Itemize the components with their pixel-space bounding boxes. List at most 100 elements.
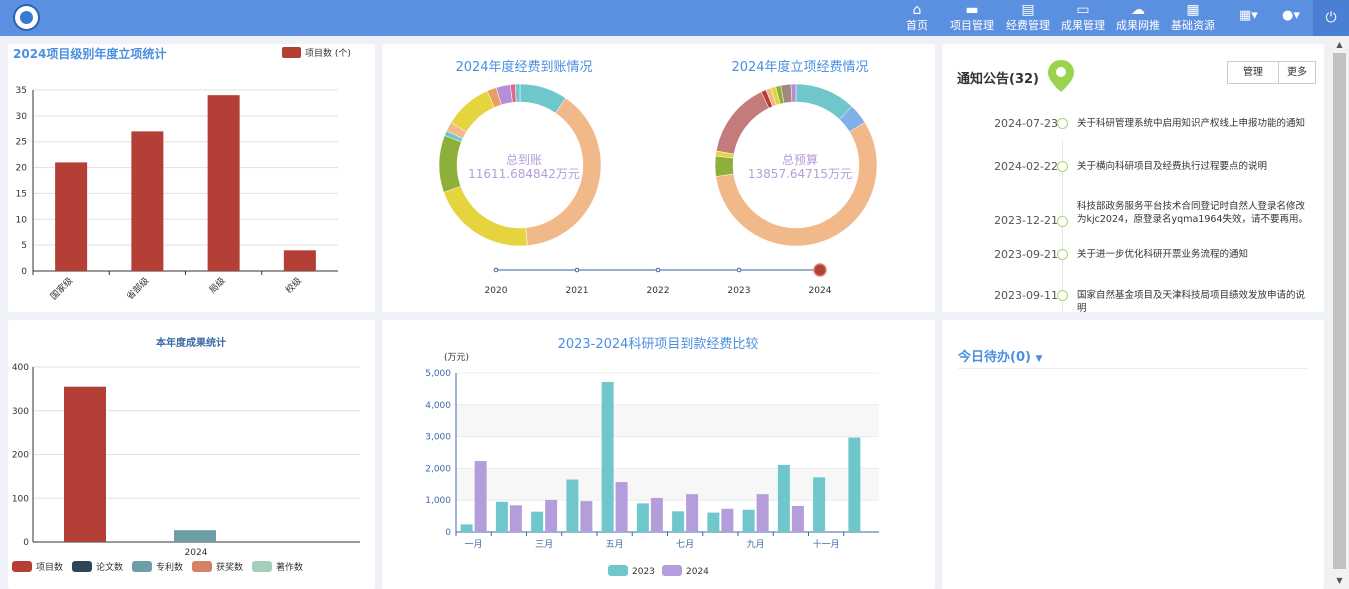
notice-text[interactable]: 关于科研管理系统中启用知识产权线上申报功能的通知 <box>1077 118 1306 129</box>
y-tick-label: 100 <box>12 494 29 504</box>
notice-date: 2023-09-11 <box>994 289 1058 302</box>
donut-right-slice <box>795 83 853 120</box>
donut-right-slice <box>715 91 770 155</box>
more-button[interactable]: 更多 <box>1278 61 1316 84</box>
todo-divider <box>958 368 1308 369</box>
nav-project-management[interactable]: ▬ 项目管理 <box>950 2 994 32</box>
x-tick-label: 校级 <box>283 275 304 296</box>
y-axis-unit: (万元) <box>444 353 469 363</box>
legend-label: 2024 <box>686 567 709 577</box>
bar-2024 <box>791 505 804 532</box>
timeline-point[interactable] <box>655 267 661 273</box>
legend-swatch <box>252 561 272 572</box>
y-tick-label: 4,000 <box>425 401 451 411</box>
timeline-point[interactable] <box>574 267 580 273</box>
y-tick-label: 10 <box>16 215 28 225</box>
legend-swatch <box>608 565 628 576</box>
nav-basic-resources[interactable]: ▦ 基础资源 <box>1171 2 1215 32</box>
bar-2023 <box>707 512 720 532</box>
x-tick-label: 三月 <box>535 539 553 550</box>
notice-date: 2024-02-22 <box>994 160 1058 173</box>
university-logo-icon[interactable] <box>13 4 40 31</box>
legend-label: 专利数 <box>156 561 183 573</box>
bar-2024 <box>474 461 487 532</box>
bar-2023 <box>636 503 649 532</box>
legend-swatch <box>192 561 212 572</box>
top-navbar: ⌂ 首页 ▬ 项目管理 ▤ 经费管理 ▭ 成果管理 ☁ 成果网推 ▦ 基础资源 … <box>0 0 1349 36</box>
scroll-down-icon[interactable]: ▼ <box>1336 576 1343 585</box>
notice-text[interactable]: 国家自然基金项目及天津科技局项目绩效发放申请的说明 <box>1077 290 1306 314</box>
notice-date: 2023-12-21 <box>994 214 1058 227</box>
legend-swatch <box>12 561 32 572</box>
timeline-selected-point[interactable] <box>813 263 827 277</box>
notice-text[interactable]: 科技部政务服务平台技术合同登记时自然人登录名修改为kjc2024，原登录名yqm… <box>1077 201 1308 225</box>
bar-2023 <box>566 479 579 532</box>
bar-2023 <box>777 464 790 532</box>
achievement-panel: 本年度成果统计 0 100 200 300 400 2024 项目数 论文数 专利数 获奖数 著作数 <box>8 320 375 589</box>
legend-label: 2023 <box>632 567 655 577</box>
timeline-label: 2021 <box>566 286 589 296</box>
bar-2024 <box>686 494 699 532</box>
band <box>456 468 879 501</box>
achievement-chart: 本年度成果统计 0 100 200 300 400 2024 项目数 论文数 专利数 获奖数 著作数 <box>12 336 360 573</box>
bar <box>55 162 88 271</box>
bar-专利数 <box>174 530 216 542</box>
timeline-point[interactable] <box>736 267 742 273</box>
nav-fund-management[interactable]: ▤ 经费管理 <box>1006 2 1050 32</box>
map-pin-icon <box>1048 60 1074 92</box>
notice-text[interactable]: 关于横向科研项目及经费执行过程要点的说明 <box>1077 161 1268 172</box>
page-scrollbar[interactable]: ▲ ▼ <box>1330 36 1349 589</box>
manage-button[interactable]: 管理 <box>1227 61 1279 84</box>
legend-label: 论文数 <box>96 561 123 573</box>
inbox-icon: ▭ <box>1076 2 1090 18</box>
bar-2024 <box>545 499 558 532</box>
y-tick-label: 0 <box>445 528 451 538</box>
timeline-label: 2023 <box>728 286 751 296</box>
power-icon[interactable]: ⏻ <box>1313 0 1349 36</box>
timeline-dot-icon <box>1057 118 1068 129</box>
legend-swatch <box>662 565 682 576</box>
todo-title[interactable]: 今日待办(0) ▼ <box>958 346 1042 365</box>
notice-date: 2024-07-23 <box>994 117 1058 130</box>
chart-title: 2023-2024科研项目到款经费比较 <box>558 337 759 352</box>
bar <box>283 250 316 271</box>
nav-achievement-promotion[interactable]: ☁ 成果网推 <box>1116 2 1160 32</box>
todo-title-text: 今日待办(0) <box>958 350 1031 365</box>
nav-home[interactable]: ⌂ 首页 <box>901 2 933 34</box>
notice-title: 通知公告(32) <box>957 72 1039 87</box>
qrcode-menu-icon[interactable]: ▦▾ <box>1239 8 1258 23</box>
funding-donut-chart: 2024年度经费到账情况 2024年度立项经费情况总到账11611.684842万… <box>438 59 878 296</box>
donut-left-center-label: 总到账 <box>506 153 542 167</box>
nav-achievement-management[interactable]: ▭ 成果管理 <box>1061 2 1105 32</box>
y-tick-label: 25 <box>16 138 27 148</box>
timeline-dot-icon <box>1057 290 1068 301</box>
timeline-dot-icon <box>1057 249 1068 260</box>
x-tick-label: 七月 <box>676 539 694 550</box>
donut-right-slice <box>790 83 797 103</box>
donut-left-title: 2024年度经费到账情况 <box>455 59 592 75</box>
timeline-label: 2022 <box>647 286 670 296</box>
legend-label: 著作数 <box>276 561 303 573</box>
project-level-panel: 2024项目级别年度立项统计 项目数 (个) 0 5 10 15 20 25 30 35 国家级 省部… <box>8 44 375 312</box>
y-tick-label: 20 <box>16 164 28 174</box>
bar-2024 <box>721 508 734 532</box>
timeline-point[interactable] <box>493 267 499 273</box>
donut-left-center-value: 11611.684842万元 <box>468 167 580 181</box>
bar <box>207 95 240 271</box>
bar-2024 <box>580 501 593 532</box>
x-tick-label: 局级 <box>207 275 228 296</box>
donut-left-slice <box>514 83 521 103</box>
legend-swatch <box>132 561 152 572</box>
cloud-upload-icon: ☁ <box>1131 2 1145 18</box>
home-icon: ⌂ <box>912 2 922 18</box>
notice-date: 2023-09-21 <box>994 248 1058 261</box>
ledger-icon: ▤ <box>1021 2 1035 18</box>
bar-2023 <box>531 511 544 532</box>
scroll-thumb[interactable] <box>1333 53 1346 569</box>
bar-2023 <box>672 511 685 532</box>
notice-text[interactable]: 关于进一步优化科研开票业务流程的通知 <box>1077 249 1249 260</box>
user-menu-icon[interactable]: ●▾ <box>1282 8 1300 23</box>
x-tick-label: 一月 <box>465 539 483 550</box>
scroll-up-icon[interactable]: ▲ <box>1336 40 1343 49</box>
x-tick-label: 省部级 <box>124 275 152 303</box>
